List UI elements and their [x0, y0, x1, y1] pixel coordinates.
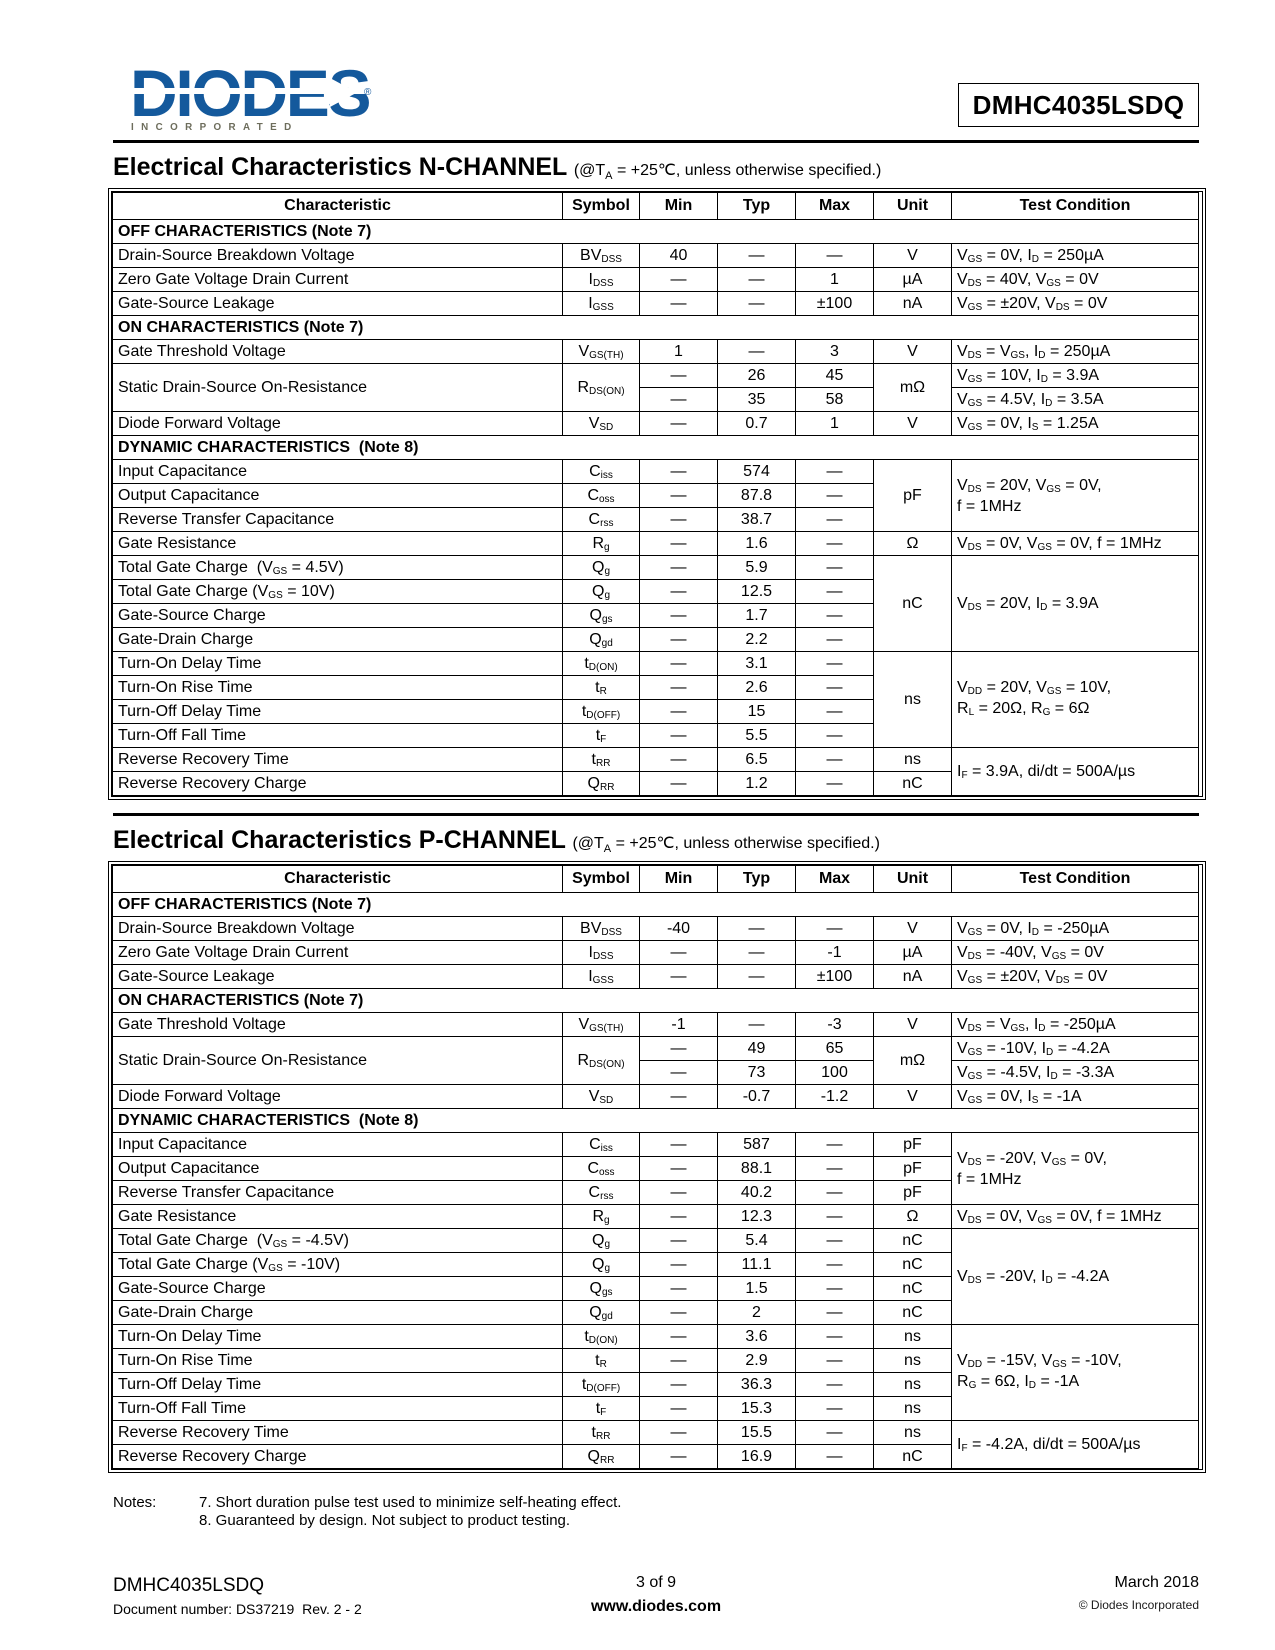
svg-text:DIODES: DIODES — [130, 56, 370, 130]
svg-text:®: ® — [364, 87, 372, 98]
svg-text:INCORPORATED: INCORPORATED — [131, 122, 299, 133]
